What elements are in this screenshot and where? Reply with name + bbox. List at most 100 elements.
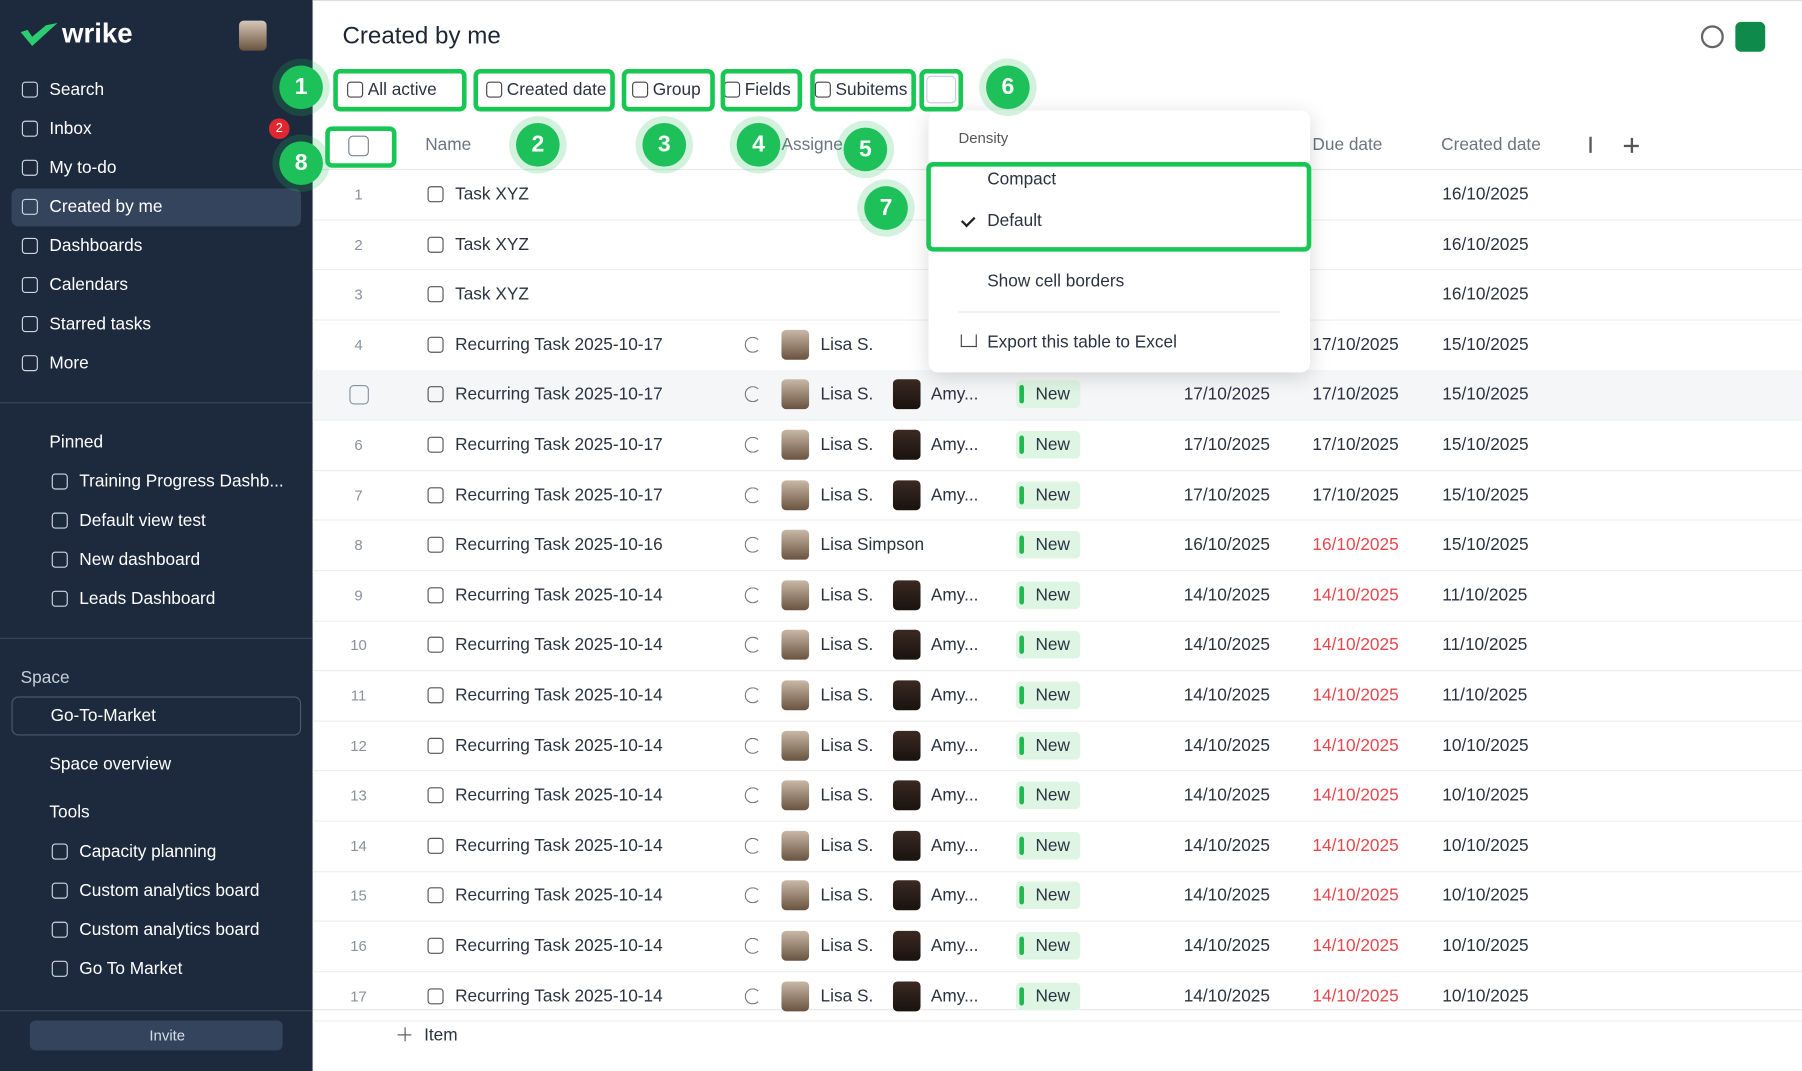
task-name[interactable]: Recurring Task 2025-10-14 [455,685,663,706]
tool-item[interactable]: Go To Market [79,959,183,979]
more-button[interactable] [926,75,957,104]
nav-item[interactable]: Starred tasks [49,314,151,334]
assignee[interactable]: Lisa S. [820,835,874,856]
nav-item[interactable]: Inbox [49,118,92,139]
assignee[interactable]: Lisa Simpson [820,535,925,555]
assignee[interactable]: Amy... [930,585,979,605]
density-option[interactable]: Compact [987,169,1057,190]
assignee[interactable]: Lisa S. [820,986,874,1006]
task-name[interactable]: Task XYZ [455,184,529,204]
task-name[interactable]: Recurring Task 2025-10-17 [455,485,663,505]
task-name[interactable]: Task XYZ [455,234,529,255]
assignee[interactable]: Amy... [930,785,979,806]
assignee[interactable]: Amy... [930,835,979,856]
toolbar-button[interactable]: Group [652,79,701,100]
assignee[interactable]: Amy... [930,685,979,706]
menu-option[interactable]: Show cell borders [987,271,1125,292]
status-pill[interactable]: New [1015,481,1081,509]
task-name[interactable]: Recurring Task 2025-10-16 [455,535,663,555]
task-name[interactable]: Recurring Task 2025-10-14 [455,936,663,956]
assignee[interactable]: Amy... [930,735,979,756]
column-header[interactable]: Name [425,135,472,155]
toolbar-button[interactable]: Fields [744,79,791,100]
assignee[interactable]: Amy... [930,885,979,906]
assignee[interactable]: Lisa S. [820,735,874,756]
status-pill[interactable]: New [1015,831,1081,860]
tool-item[interactable]: Custom analytics board [79,919,260,940]
task-name[interactable]: Recurring Task 2025-10-17 [455,334,663,355]
sort-arrow[interactable] [1589,136,1592,153]
status-pill[interactable]: New [1015,631,1081,659]
task-name[interactable]: Recurring Task 2025-10-14 [455,885,663,906]
toolbar-button[interactable]: All active [367,79,437,100]
pinned-item[interactable]: New dashboard [79,549,201,570]
assignee[interactable]: Lisa S. [820,384,874,405]
pinned-item[interactable]: Leads Dashboard [79,588,216,609]
invite-button[interactable] [29,1020,283,1051]
row-number: 1 [354,185,363,203]
add-item[interactable]: Item [424,1025,458,1046]
header-checkbox[interactable] [348,135,369,157]
task-name[interactable]: Recurring Task 2025-10-14 [455,735,663,756]
tool-item[interactable]: Custom analytics board [79,880,260,901]
highlight-box [325,126,397,168]
menu-option[interactable]: Export this table to Excel [987,332,1177,353]
status-pill[interactable]: New [1015,430,1081,459]
task-name[interactable]: Recurring Task 2025-10-14 [455,635,663,655]
nav-item[interactable]: Dashboards [49,236,143,256]
task-name[interactable]: Recurring Task 2025-10-14 [455,585,663,605]
task-name[interactable]: Recurring Task 2025-10-17 [455,384,663,405]
assignee[interactable]: Lisa S. [820,434,874,455]
status-pill[interactable]: New [1015,781,1081,810]
density-option[interactable]: Default [987,210,1042,231]
status-pill[interactable]: New [1015,982,1081,1010]
assignee[interactable]: Amy... [930,384,979,405]
recurring-icon [744,987,761,1004]
status-pill[interactable]: New [1015,531,1081,559]
add-button[interactable] [1735,21,1766,52]
assignee[interactable]: Lisa S. [820,334,874,355]
pinned-item[interactable]: Default view test [79,510,206,531]
status-pill[interactable]: New [1015,380,1081,409]
avatar [892,379,921,410]
toolbar-button[interactable]: Subitems [835,79,908,100]
nav-item[interactable]: Search [49,79,105,100]
nav-item[interactable]: Created by me [49,197,163,217]
assignee[interactable]: Amy... [930,485,979,505]
status-pill[interactable]: New [1015,581,1081,609]
status-pill[interactable]: New [1015,681,1081,710]
assignee[interactable]: Lisa S. [820,936,874,956]
task-name[interactable]: Recurring Task 2025-10-14 [455,785,663,806]
help-button[interactable] [1700,25,1724,49]
assignee[interactable]: Lisa S. [820,885,874,906]
nav-item[interactable]: Calendars [49,275,128,295]
task-name[interactable]: Recurring Task 2025-10-14 [455,986,663,1006]
assignee[interactable]: Lisa S. [820,685,874,706]
nav-item[interactable]: More [49,353,89,373]
assignee[interactable]: Lisa S. [820,585,874,605]
assignee[interactable]: Lisa S. [820,485,874,505]
column-header[interactable]: Created date [1441,135,1541,155]
assignee[interactable]: Lisa S. [820,635,874,655]
status-pill[interactable]: New [1015,731,1081,760]
sidebar-divider [0,1010,313,1012]
assignee[interactable]: Amy... [930,635,979,655]
assignee[interactable]: Lisa S. [820,785,874,806]
space-select[interactable] [11,696,302,736]
task-name[interactable]: Task XYZ [455,284,529,305]
pinned-item[interactable]: Training Progress Dashb... [79,471,284,492]
toolbar-button[interactable]: Created date [506,79,607,100]
space-overview[interactable]: Space overview [49,754,172,775]
status-pill[interactable]: New [1015,881,1081,910]
assignee[interactable]: Amy... [930,434,979,455]
assignee[interactable]: Amy... [930,986,979,1006]
assignee[interactable]: Amy... [930,936,979,956]
row-checkbox[interactable] [349,385,369,405]
task-name[interactable]: Recurring Task 2025-10-14 [455,835,663,856]
task-name[interactable]: Recurring Task 2025-10-17 [455,434,663,455]
status-pill[interactable]: New [1015,932,1081,960]
nav-item[interactable]: My to-do [49,158,117,178]
column-header[interactable]: Due date [1312,135,1383,155]
column-header[interactable]: Assigne [781,135,843,155]
tool-item[interactable]: Capacity planning [79,841,217,862]
